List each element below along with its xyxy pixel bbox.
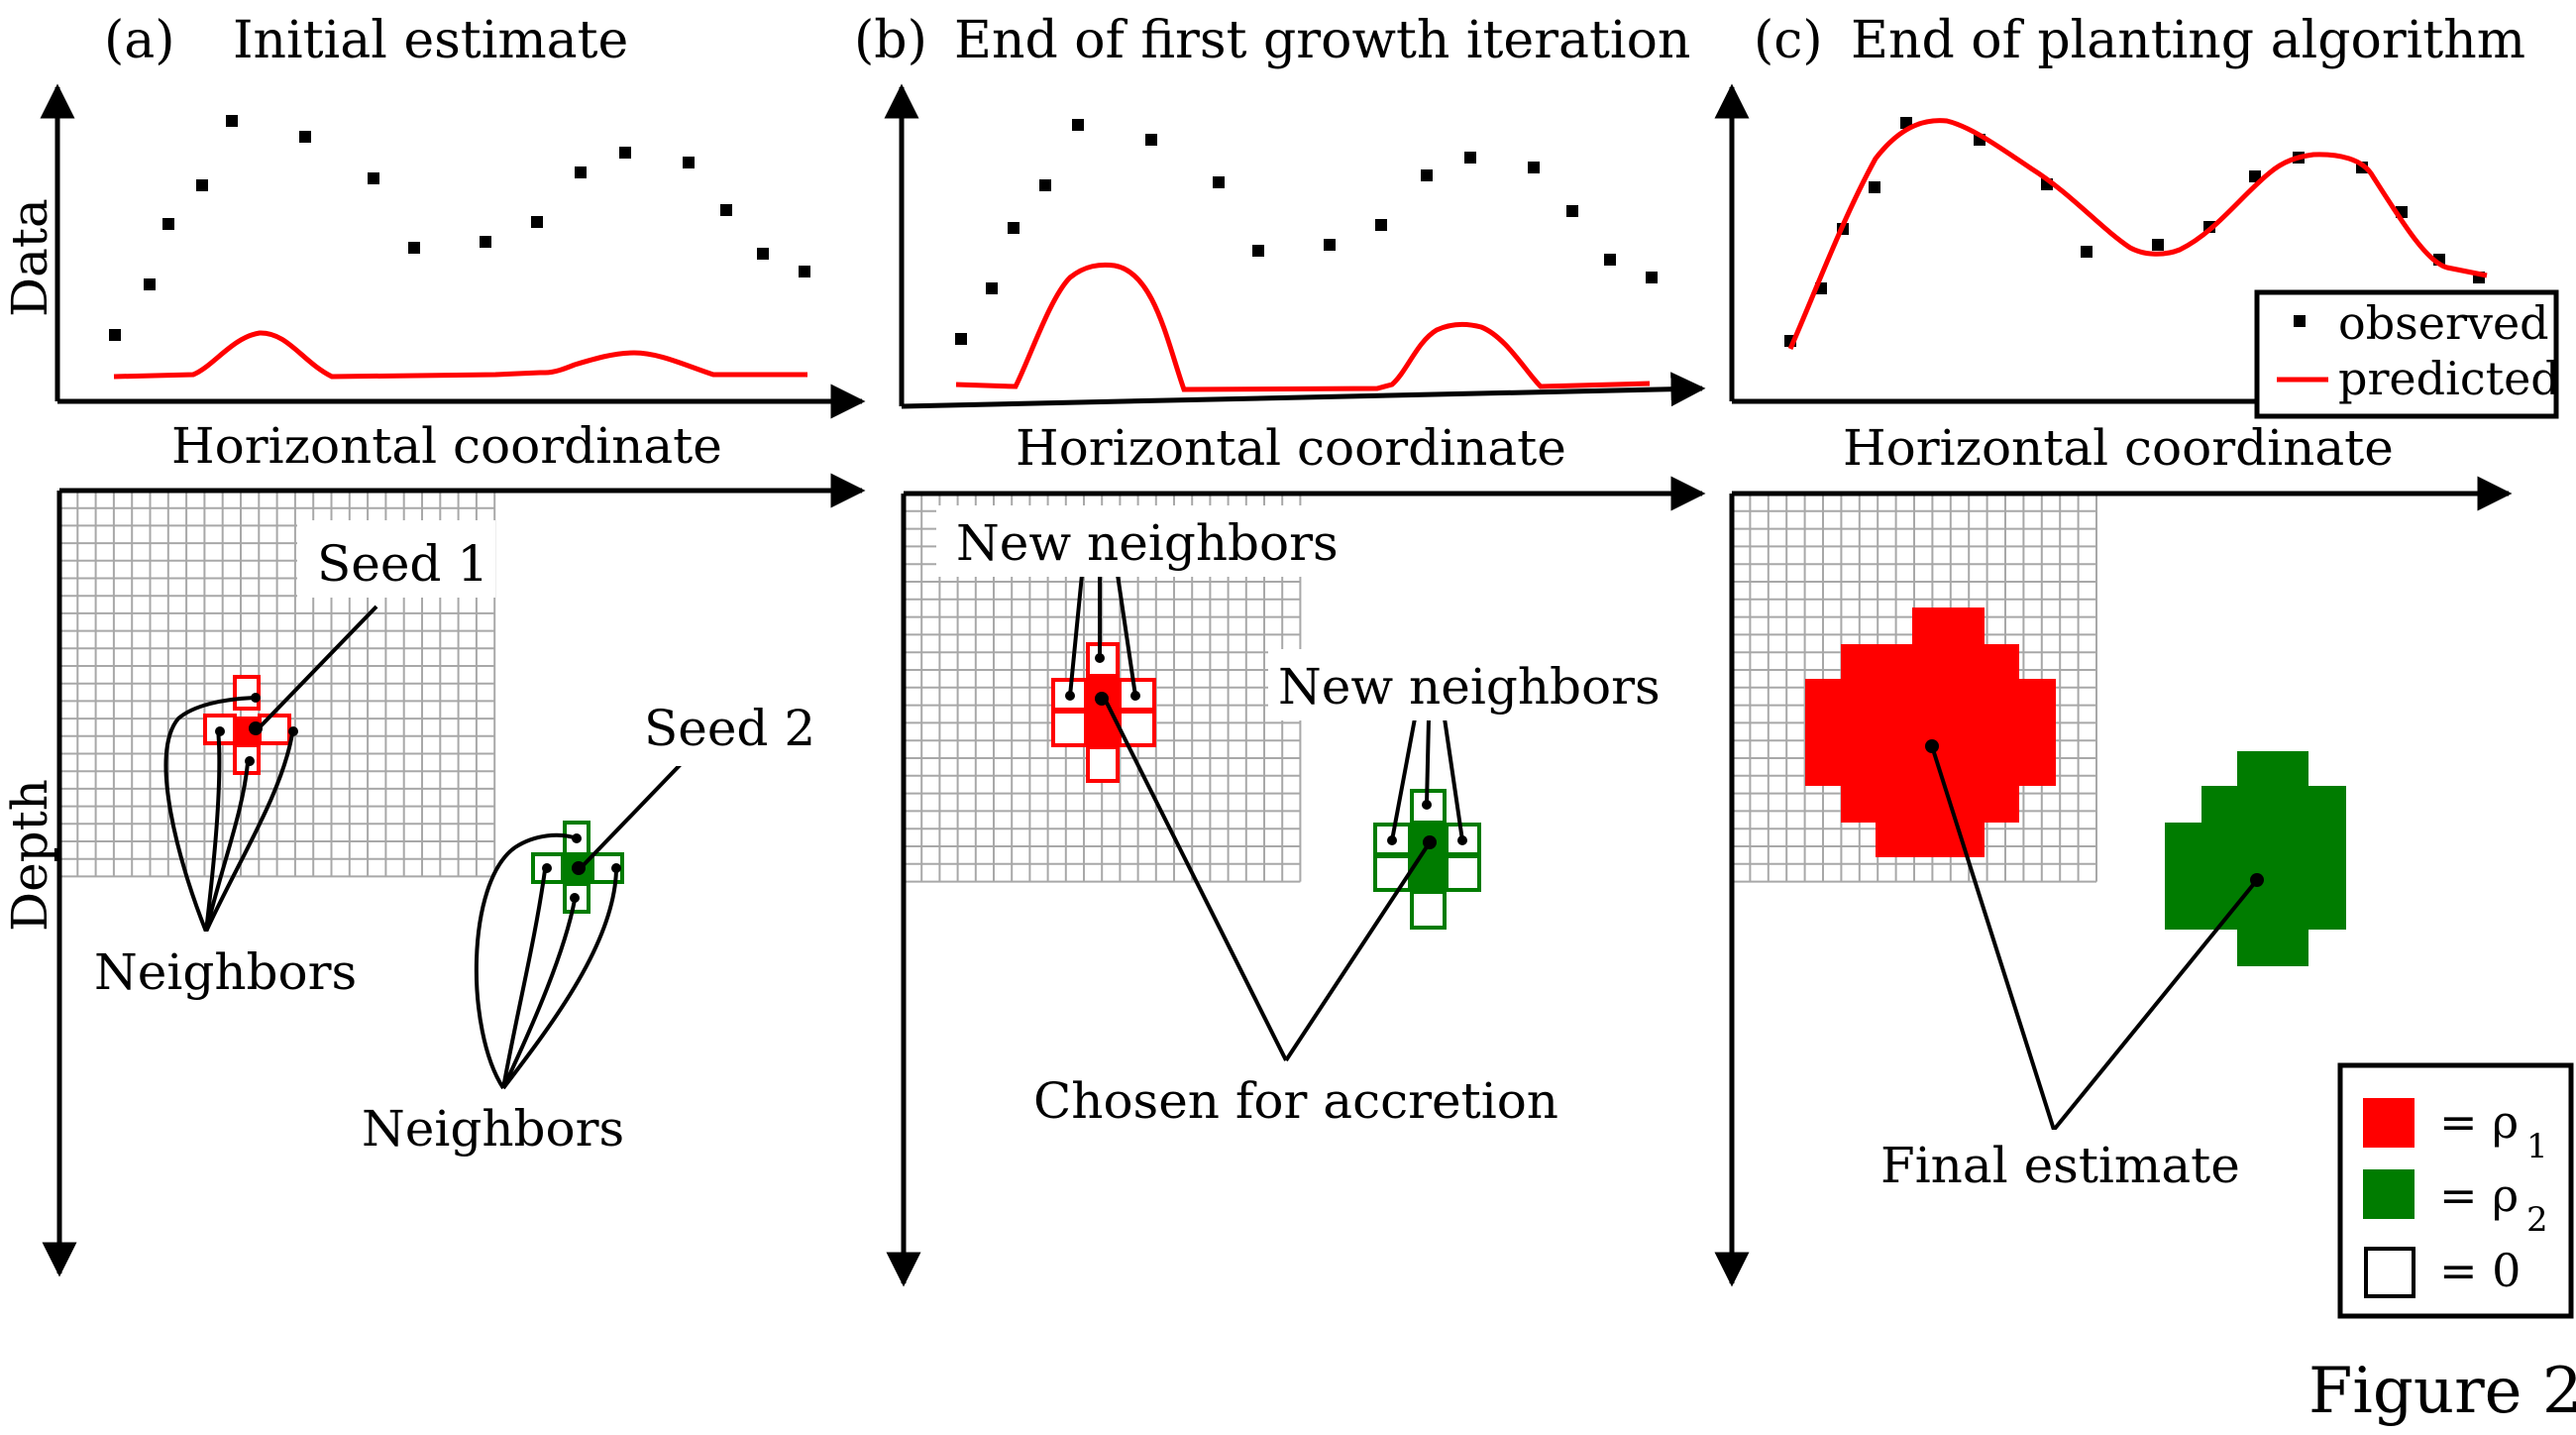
predicted-curve-c bbox=[1787, 118, 2488, 351]
observed-point bbox=[619, 147, 631, 159]
observed-point bbox=[1464, 152, 1476, 164]
neighbor-leaders-a bbox=[163, 605, 686, 1090]
observed-point bbox=[109, 329, 121, 341]
observed-point bbox=[955, 333, 967, 345]
seed1-label: Seed 1 bbox=[317, 535, 488, 593]
observed-point bbox=[1646, 272, 1658, 283]
rho2-swatch bbox=[2363, 1169, 2415, 1219]
panel-b-title: End of first growth iteration bbox=[954, 11, 1690, 70]
observed-point bbox=[196, 179, 208, 191]
observed-point bbox=[2249, 170, 2261, 182]
density-legend: = ρ 1 = ρ 2 = 0 bbox=[2337, 1062, 2574, 1319]
observed-point bbox=[1145, 134, 1157, 146]
label-bg-b bbox=[936, 505, 1684, 1137]
observed-point bbox=[720, 204, 732, 216]
observed-point bbox=[1869, 181, 1880, 193]
observed-point bbox=[986, 282, 998, 294]
observed-point bbox=[1324, 239, 1336, 251]
neighbor-dots-b bbox=[1065, 653, 1467, 849]
figure-caption: Figure 2 bbox=[2308, 1355, 2576, 1428]
observed-point bbox=[368, 172, 379, 184]
final-body-rho2 bbox=[2165, 751, 2346, 966]
observed-point bbox=[2081, 246, 2093, 258]
data-axes-a bbox=[40, 83, 866, 419]
growth1-cells bbox=[1051, 642, 1156, 783]
zero-swatch bbox=[2364, 1247, 2415, 1298]
x-axis-label-c: Horizontal coordinate bbox=[1843, 419, 2394, 477]
observed-point bbox=[162, 218, 174, 230]
observed-point bbox=[1421, 169, 1433, 181]
observed-point bbox=[575, 166, 587, 178]
final-leaders bbox=[1930, 745, 2259, 1132]
seed2-label: Seed 2 bbox=[644, 700, 815, 757]
observed-point bbox=[2152, 239, 2164, 251]
neighbors-label-1: Neighbors bbox=[94, 943, 357, 1001]
label-bg-c bbox=[1863, 1130, 2269, 1201]
observed-point bbox=[299, 131, 311, 143]
observed-point bbox=[144, 278, 156, 290]
legend-rho2: = ρ bbox=[2439, 1168, 2519, 1222]
legend-predicted: predicted bbox=[2338, 352, 2560, 405]
panel-a-title: Initial estimate bbox=[233, 11, 628, 70]
predicted-curve-a bbox=[113, 330, 807, 380]
panel-c-letter: (c) bbox=[1754, 11, 1823, 70]
observed-point bbox=[1375, 219, 1387, 231]
grid-axes-a bbox=[42, 473, 866, 1277]
neighbor-dots-a bbox=[215, 693, 621, 903]
observed-point bbox=[226, 115, 238, 127]
chosen-label: Chosen for accretion bbox=[1033, 1072, 1558, 1130]
observed-point bbox=[1008, 222, 1020, 234]
observed-point bbox=[1072, 119, 1084, 131]
final-dots bbox=[1925, 739, 2264, 887]
legend-rho2-sub: 2 bbox=[2526, 1200, 2548, 1240]
observed-point bbox=[1252, 245, 1264, 257]
data-axes-c bbox=[1714, 83, 2269, 404]
observed-marker-icon bbox=[2294, 315, 2306, 327]
observed-point bbox=[1566, 205, 1578, 217]
observed-point bbox=[1604, 254, 1616, 266]
observed-point bbox=[683, 157, 695, 168]
observed-point bbox=[1039, 179, 1051, 191]
growth2-cells bbox=[1373, 789, 1481, 930]
new-neighbors-label-1: New neighbors bbox=[956, 514, 1339, 572]
new-neighbors-label-2: New neighbors bbox=[1278, 658, 1661, 716]
legend-rho1: = ρ bbox=[2439, 1095, 2519, 1149]
predicted-curve-b bbox=[955, 262, 1651, 392]
neighbors-label-2: Neighbors bbox=[362, 1100, 624, 1158]
legend-rho1-sub: 1 bbox=[2526, 1127, 2548, 1166]
grid-axes-c bbox=[1714, 476, 2513, 1287]
neighbor-leaders-b bbox=[1068, 574, 1464, 1062]
rho1-swatch bbox=[2363, 1098, 2415, 1148]
legend-observed: observed bbox=[2338, 296, 2549, 350]
observed-point bbox=[1528, 162, 1540, 173]
y-axis-label-data: Data bbox=[1, 198, 58, 317]
observed-point bbox=[757, 248, 769, 260]
y-axis-label-depth: Depth bbox=[1, 779, 58, 932]
data-legend: observed predicted bbox=[2254, 289, 2560, 419]
observed-point bbox=[799, 266, 810, 277]
observed-point bbox=[408, 242, 420, 254]
final-label: Final estimate bbox=[1880, 1137, 2240, 1194]
panel-a-letter: (a) bbox=[104, 11, 175, 70]
legend-zero: = 0 bbox=[2439, 1244, 2521, 1297]
grid-axes-b bbox=[886, 476, 1706, 1287]
observed-points-a bbox=[109, 115, 810, 341]
data-axes-b bbox=[884, 83, 1706, 409]
observed-points-b bbox=[955, 119, 1658, 345]
label-bg-a bbox=[81, 520, 822, 1161]
grid-a bbox=[58, 490, 496, 878]
panel-b-letter: (b) bbox=[854, 11, 927, 70]
x-axis-label-b: Horizontal coordinate bbox=[1016, 419, 1566, 477]
observed-point bbox=[1213, 176, 1225, 188]
observed-point bbox=[480, 236, 491, 248]
final-body-rho1 bbox=[1805, 607, 2056, 857]
observed-point bbox=[531, 216, 543, 228]
panel-c-title: End of planting algorithm bbox=[1851, 11, 2525, 70]
x-axis-label-a: Horizontal coordinate bbox=[171, 417, 722, 475]
